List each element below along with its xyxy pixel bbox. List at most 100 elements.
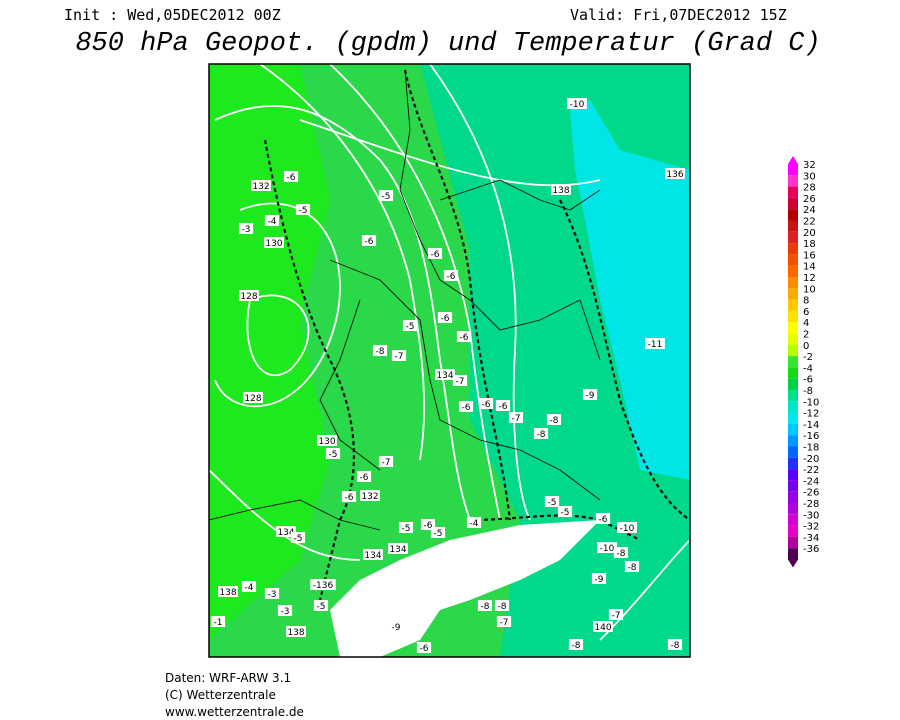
footer-line: (C) Wetterzentrale (165, 688, 276, 702)
contour-label: -6 (447, 272, 456, 282)
colorbar-cell (788, 220, 798, 232)
colorbar-label: 32 (803, 160, 816, 171)
colorbar-cell (788, 277, 798, 289)
colorbar-cell (788, 435, 798, 447)
label-box (378, 190, 394, 201)
label-box (667, 639, 683, 650)
contour-label: -8 (376, 347, 385, 357)
colorbar-cell (788, 491, 798, 503)
label-box (597, 542, 617, 553)
country-borders (263, 69, 690, 601)
contour-label: -6 (499, 402, 508, 412)
colorbar-label: 0 (803, 341, 809, 352)
colorbar-label: -36 (803, 544, 819, 555)
colorbar-cell (788, 480, 798, 492)
label-box (645, 338, 665, 349)
contour-label: -7 (456, 377, 465, 387)
contour-label: -6 (345, 493, 354, 503)
contour-label: -1 (214, 618, 223, 628)
contour-label: 130 (318, 437, 335, 447)
colorbar-cell (788, 310, 798, 323)
contour-label: -3 (268, 590, 277, 600)
label-box (624, 561, 640, 572)
colorbar-cell (788, 164, 798, 176)
contour-label: -6 (599, 515, 608, 525)
colorbar-cell (788, 175, 798, 187)
contour-label: -8 (671, 641, 680, 651)
contour-label: 132 (361, 492, 378, 502)
label-box (264, 588, 280, 599)
label-box (582, 389, 598, 400)
label-box (477, 600, 493, 611)
colorbar-label: 2 (803, 330, 809, 341)
colorbar-label: 14 (803, 262, 816, 273)
contour-label: -9 (595, 575, 604, 585)
colorbar-label: 6 (803, 307, 809, 318)
contour-label: -8 (572, 641, 581, 651)
label-box (251, 180, 271, 191)
label-box (290, 532, 306, 543)
contour-label: -8 (537, 430, 546, 440)
label-box (276, 526, 296, 537)
contour-label: 132 (252, 182, 269, 192)
colorbar-cell (788, 469, 798, 481)
contour-label: 138 (287, 628, 304, 638)
colorbar-cell (788, 243, 798, 255)
colorbar-label: -6 (803, 375, 813, 386)
label-box (391, 350, 407, 361)
label-box (544, 496, 560, 507)
contour-label: 128 (240, 292, 257, 302)
map-frame (208, 63, 691, 658)
contour-label: -6 (460, 333, 469, 343)
contour-label: -8 (550, 416, 559, 426)
label-box (665, 168, 685, 179)
colorbar-label: -12 (803, 409, 819, 420)
valid-text: Valid: Fri,07DEC2012 15Z (570, 6, 787, 24)
colorbar-cell (788, 322, 798, 334)
contour-label: 138 (219, 588, 236, 598)
contour-label: -7 (612, 611, 621, 621)
contour-label: -7 (500, 618, 509, 628)
contour-label: 128 (244, 394, 261, 404)
label-box (595, 513, 611, 524)
colorbar: 32302826242220181614121086420-2-4-6-8-10… (788, 156, 819, 568)
colorbar-label: -30 (803, 510, 819, 521)
label-box (264, 237, 284, 248)
colorbar-cell (788, 333, 798, 345)
contour-label: -7 (395, 352, 404, 362)
contour-label: -6 (482, 400, 491, 410)
contour-label: 130 (265, 239, 282, 249)
contour-label: -10 (570, 100, 585, 110)
label-box (430, 527, 446, 538)
colorbar-cell (788, 423, 798, 436)
label-box (420, 519, 436, 530)
contour-label: -11 (648, 340, 663, 350)
colorbar-label: -22 (803, 465, 819, 476)
colorbar-label: -4 (803, 363, 813, 374)
colorbar-label: 28 (803, 183, 816, 194)
contour-label: -6 (431, 250, 440, 260)
label-box (363, 549, 383, 560)
colorbar-label: -10 (803, 397, 819, 408)
contour-label: -8 (498, 602, 507, 612)
colorbar-label: -20 (803, 454, 819, 465)
colorbar-cap (788, 559, 798, 568)
label-box (427, 248, 443, 259)
colorbar-label: 10 (803, 284, 816, 295)
contour-label: -5 (548, 498, 557, 508)
colorbar-label: -28 (803, 499, 819, 510)
label-box (613, 547, 629, 558)
colorbar-cell (788, 344, 798, 357)
footer-line: Daten: WRF-ARW 3.1 (165, 671, 291, 685)
label-box (568, 639, 584, 650)
contour-label: -10 (620, 524, 635, 534)
colorbar-cell (788, 525, 798, 537)
contour-label: -136 (313, 581, 334, 591)
label-box (378, 456, 394, 467)
colorbar-label: -2 (803, 352, 813, 363)
contour-label: -5 (402, 524, 411, 534)
label-box (508, 412, 524, 423)
label-box (317, 435, 337, 446)
